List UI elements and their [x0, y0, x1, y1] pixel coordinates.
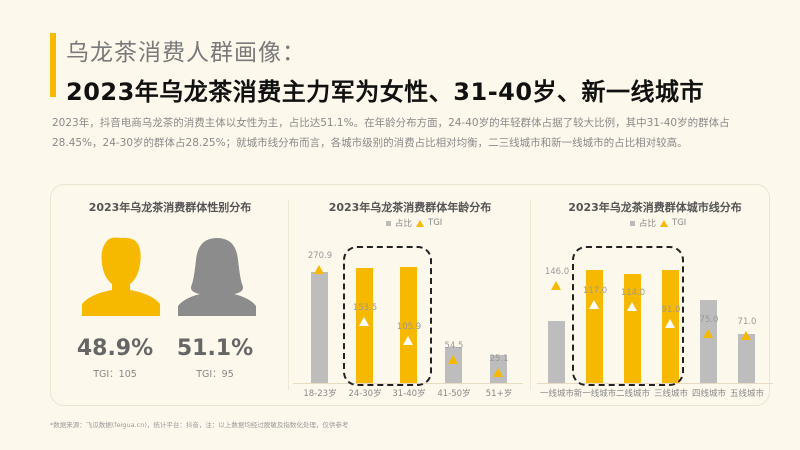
tgi-value-label: 105.9 — [396, 322, 422, 332]
legend-share-swatch — [386, 220, 391, 226]
bar-1 — [586, 270, 603, 383]
bar-0 — [548, 321, 565, 383]
female-percentage: 51.1% — [176, 336, 254, 361]
female-tgi: TGI：95 — [196, 369, 234, 380]
x-axis-label: 18-23岁 — [303, 389, 337, 399]
tgi-triangle-marker-icon — [448, 355, 458, 364]
bar-4 — [700, 300, 717, 383]
age-highlight-box — [343, 246, 432, 386]
tgi-triangle-marker-icon — [493, 368, 503, 377]
age-chart-legend: 占比 TGI — [386, 217, 442, 229]
tgi-triangle-marker-icon — [314, 265, 324, 274]
legend-tgi-label: TGI — [672, 218, 687, 228]
tgi-value-label: 153.5 — [352, 303, 378, 313]
x-axis-label: 四线城市 — [691, 389, 726, 399]
tgi-triangle-marker-icon — [627, 302, 637, 311]
tgi-value-label: 117.0 — [582, 286, 608, 296]
tgi-value-label: 54.5 — [444, 341, 464, 351]
bar-2 — [624, 274, 641, 383]
page-subtitle: 乌龙茶消费人群画像： — [66, 40, 306, 66]
divider — [288, 200, 289, 390]
bar-3 — [445, 347, 462, 383]
tgi-triangle-marker-icon — [741, 331, 751, 340]
tgi-value-label: 270.9 — [307, 251, 333, 261]
female-person-icon — [178, 238, 256, 316]
tgi-triangle-marker-icon — [703, 329, 713, 338]
city-chart-baseline — [537, 383, 773, 384]
bar-2 — [400, 267, 417, 383]
tgi-value-label: 114.0 — [620, 288, 646, 298]
bar-5 — [738, 334, 755, 383]
male-percentage: 48.9% — [76, 336, 154, 361]
x-axis-label: 41-50岁 — [437, 389, 471, 399]
legend-share-label: 占比 — [395, 219, 413, 229]
x-axis-label: 51+岁 — [485, 389, 513, 399]
title-accent-bar — [50, 33, 56, 97]
tgi-triangle-marker-icon — [403, 336, 413, 345]
data-source-footnote: *数据来源：飞瓜数据(feigua.cn)，统计平台：抖音，注：以上数据均经过脱… — [50, 421, 349, 429]
tgi-triangle-marker-icon — [551, 281, 561, 290]
city-highlight-box — [572, 246, 684, 386]
legend-tgi-triangle-icon — [416, 219, 425, 227]
tgi-triangle-marker-icon — [589, 300, 599, 309]
male-person-icon — [82, 237, 160, 316]
x-axis-label: 31-40岁 — [392, 389, 426, 399]
bar-0 — [311, 272, 328, 383]
legend-share-label: 占比 — [639, 219, 657, 229]
tgi-triangle-marker-icon — [359, 317, 369, 326]
tgi-triangle-marker-icon — [665, 319, 675, 328]
divider — [530, 200, 531, 390]
x-axis-label: 新一线城市 — [573, 389, 617, 399]
tgi-value-label: 91.0 — [661, 305, 681, 315]
legend-tgi-triangle-icon — [660, 219, 669, 227]
description-text: 2023年，抖音电商乌龙茶的消费主体以女性为主，占比达51.1%。在年龄分布方面… — [52, 117, 730, 149]
tgi-value-label: 146.0 — [544, 267, 570, 277]
city-chart-title: 2023年乌龙茶消费群体城市线分布 — [568, 201, 742, 214]
tgi-value-label: 71.0 — [737, 317, 757, 327]
city-chart-legend: 占比 TGI — [630, 217, 686, 229]
x-axis-label: 24-30岁 — [348, 389, 382, 399]
x-axis-label: 五线城市 — [729, 389, 764, 399]
legend-share-swatch — [630, 220, 635, 226]
gender-chart-title: 2023年乌龙茶消费群体性别分布 — [88, 201, 252, 214]
tgi-value-label: 25.1 — [489, 354, 509, 364]
page-title: 2023年乌龙茶消费主力军为女性、31-40岁、新一线城市 — [66, 78, 705, 106]
age-chart-baseline — [293, 383, 523, 384]
tgi-value-label: 75.0 — [699, 315, 719, 325]
x-axis-label: 一线城市 — [539, 389, 574, 399]
male-tgi: TGI：105 — [93, 369, 137, 380]
x-axis-label: 三线城市 — [653, 389, 688, 399]
x-axis-label: 二线城市 — [615, 389, 650, 399]
legend-tgi-label: TGI — [428, 218, 443, 228]
age-chart-title: 2023年乌龙茶消费群体年龄分布 — [328, 201, 492, 214]
